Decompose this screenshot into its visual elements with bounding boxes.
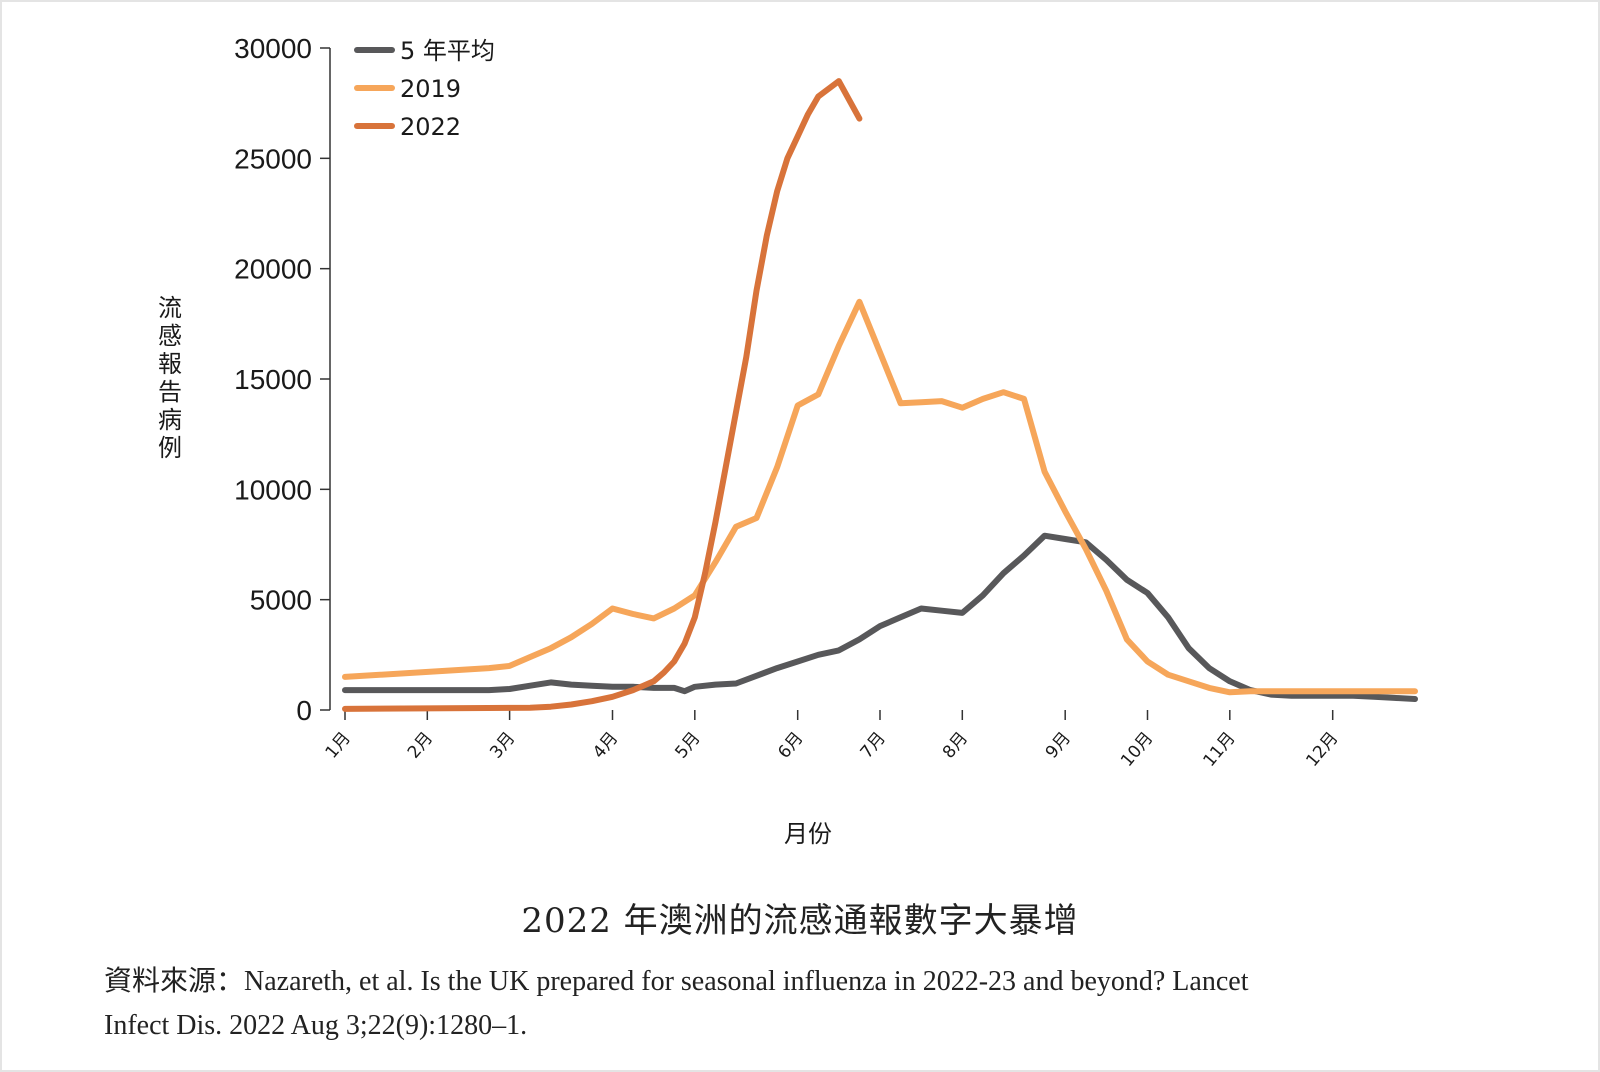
x-tick-label: 11月 xyxy=(1199,728,1239,770)
x-axis-ticks: 1月 2月 3月 4月 5月 6月 7月 8月 9月 10月 11月 12月 xyxy=(322,710,1343,771)
x-tick-label: 8月 xyxy=(939,728,972,762)
x-tick-label: 9月 xyxy=(1042,728,1075,762)
x-tick-label: 4月 xyxy=(589,728,622,762)
x-tick-label: 7月 xyxy=(857,728,890,762)
legend-label: 5 年平均 xyxy=(400,37,495,65)
legend: 5 年平均 2019 2022 xyxy=(354,37,495,141)
y-tick-label: 10000 xyxy=(234,474,312,505)
x-tick-label: 2月 xyxy=(404,728,437,762)
y-tick-label: 30000 xyxy=(234,33,312,64)
y-tick-label: 0 xyxy=(296,695,312,726)
line-chart: 0 5000 10000 15000 20000 25000 30000 1月 2月 3月 4月 5… xyxy=(158,33,1418,848)
series-line-0 xyxy=(342,532,1418,702)
legend-label: 2022 xyxy=(400,113,461,141)
y-tick-label: 5000 xyxy=(250,585,312,616)
y-tick-label: 20000 xyxy=(234,254,312,285)
x-tick-label: 12月 xyxy=(1302,728,1342,770)
y-tick-label: 25000 xyxy=(234,143,312,174)
figure-caption: 2022 年澳洲的流感通報數字大暴增 xyxy=(521,901,1079,941)
source-line-1: 資料來源：Nazareth, et al. Is the UK prepared… xyxy=(104,966,1249,997)
y-axis-label: 流感報告病例 xyxy=(158,294,182,462)
series-line-1 xyxy=(342,298,1418,696)
series-line-2 xyxy=(342,78,863,712)
y-axis-ticks: 0 5000 10000 15000 20000 25000 30000 xyxy=(234,33,330,726)
source-line-2: Infect Dis. 2022 Aug 3;22(9):1280–1. xyxy=(104,1010,528,1041)
x-tick-label: 10月 xyxy=(1117,728,1157,770)
y-tick-label: 15000 xyxy=(234,364,312,395)
x-tick-label: 5月 xyxy=(671,728,704,762)
series-lines xyxy=(342,78,1418,712)
legend-label: 2019 xyxy=(400,75,461,103)
source-citation: 資料來源：Nazareth, et al. Is the UK prepared… xyxy=(104,960,1524,1048)
x-tick-label: 6月 xyxy=(774,728,807,762)
x-tick-label: 1月 xyxy=(322,728,355,762)
x-axis-label: 月份 xyxy=(784,820,832,848)
x-tick-label: 3月 xyxy=(486,728,519,762)
